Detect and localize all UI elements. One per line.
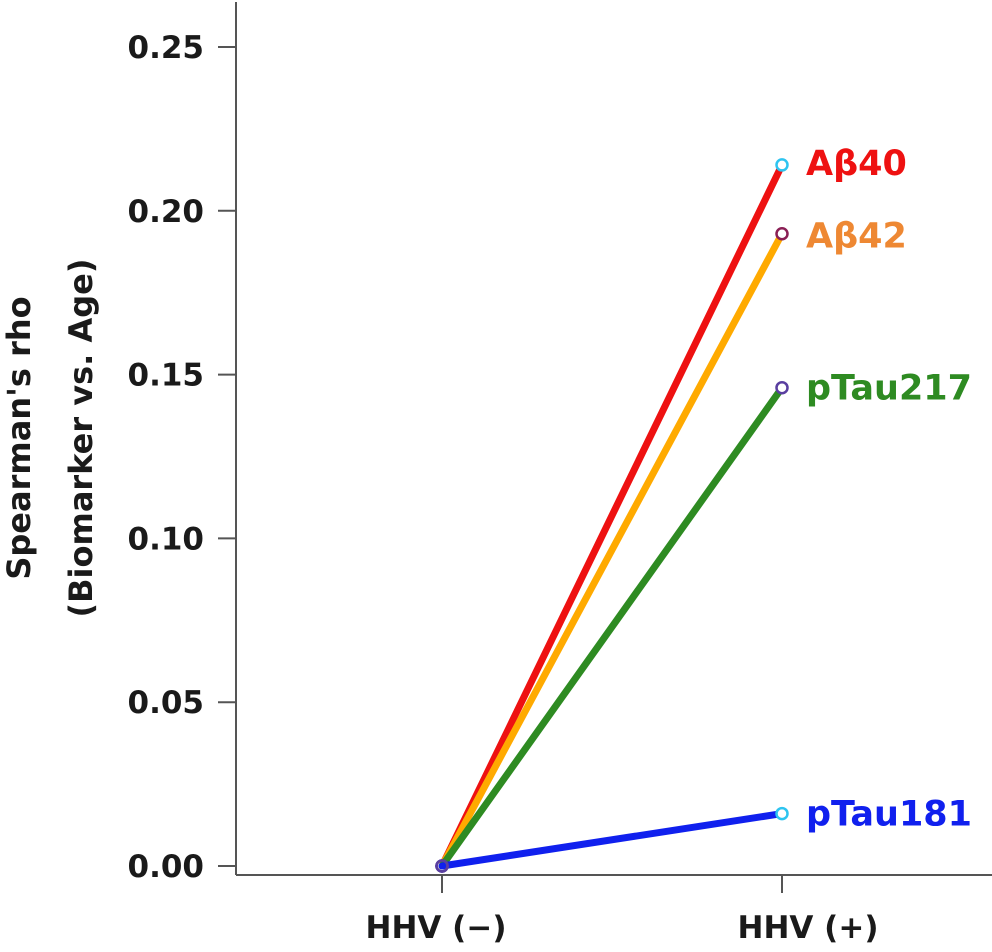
series-marker — [775, 380, 789, 395]
series-line — [438, 230, 786, 870]
series-marker — [775, 806, 789, 821]
series-marker — [435, 859, 449, 873]
series-lines — [438, 161, 786, 870]
series-label: pTau217 — [806, 369, 972, 409]
y-tick-label: 0.00 — [128, 849, 205, 885]
y-tick-label: 0.15 — [128, 358, 205, 394]
y-ticks: 0.00 0.05 0.10 0.15 0.20 0.25 — [128, 30, 236, 885]
series-label: Aβ42 — [806, 217, 907, 257]
series-line — [438, 810, 786, 870]
series-labels: Aβ40 Aβ42 pTau217 pTau181 — [806, 144, 972, 835]
y-axis-title-line1: Spearman's rho — [0, 296, 38, 579]
x-ticks: HHV (−) HHV (+) — [366, 875, 879, 946]
series-marker — [775, 158, 789, 172]
y-tick-label: 0.25 — [128, 30, 205, 66]
y-axis-title: Spearman's rho (Biomarker vs. Age) — [0, 259, 100, 618]
series-line — [438, 384, 786, 870]
y-tick-label: 0.10 — [128, 521, 205, 557]
y-tick-label: 0.20 — [128, 194, 205, 230]
y-axis-title-line2: (Biomarker vs. Age) — [62, 259, 100, 618]
y-tick-label: 0.05 — [128, 685, 205, 721]
series-markers — [435, 158, 789, 873]
axes: 0.00 0.05 0.10 0.15 0.20 0.25 HHV (−) HHV (+) — [128, 2, 992, 946]
series-line — [438, 161, 786, 870]
x-tick-label: HHV (+) — [738, 910, 879, 946]
series-label: pTau181 — [806, 795, 972, 835]
series-label: Aβ40 — [806, 144, 907, 184]
series-marker — [775, 226, 789, 241]
x-tick-label: HHV (−) — [366, 910, 507, 946]
